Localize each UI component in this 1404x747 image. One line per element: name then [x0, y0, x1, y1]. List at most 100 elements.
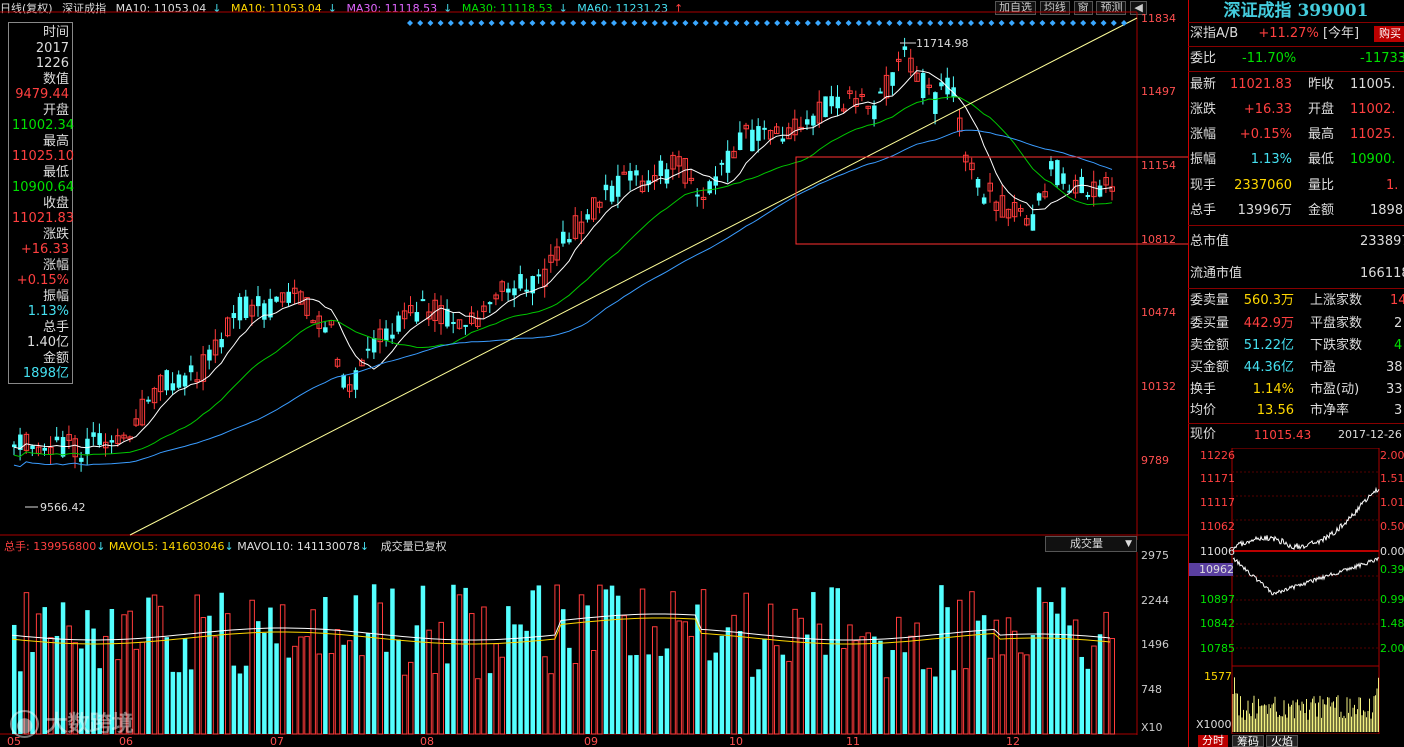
indicator-select[interactable]: 成交量 ▼ — [1045, 536, 1137, 552]
intraday-pct-tick: 0.50 — [1380, 520, 1404, 533]
event-marker-icon — [631, 20, 638, 26]
volume-bar — [1109, 638, 1115, 735]
event-marker-icon — [1049, 20, 1056, 26]
volume-bar — [12, 624, 17, 734]
volume-bar — [926, 667, 932, 735]
change-row: 涨跌 +16.33 开盘 11002. — [1190, 99, 1404, 121]
sellvol-value: 560.3万 — [1243, 293, 1294, 308]
fcap-value: 166118 — [1360, 266, 1404, 281]
volume-bar — [377, 602, 383, 735]
candle-body — [774, 126, 780, 135]
event-marker-icon — [886, 20, 893, 26]
flat-label: 平盘家数 — [1310, 316, 1363, 331]
tab-flame[interactable]: 火焰 — [1266, 735, 1298, 747]
volume-bar — [23, 592, 30, 735]
top-buttons: 加自选 均线 窗 预测 ◀ — [995, 0, 1147, 15]
event-marker-icon — [774, 20, 781, 26]
event-marker-icon — [1121, 20, 1127, 26]
event-marker-icon — [447, 20, 454, 26]
candle-body — [719, 162, 725, 165]
tab-chips[interactable]: 筹码 — [1232, 735, 1264, 747]
sellamt-row: 卖金额 51.22亿 下跌家数 4 — [1190, 335, 1404, 357]
candle-body — [493, 294, 499, 300]
candle-body — [298, 291, 304, 305]
candle-body — [762, 127, 767, 130]
candle-body — [1049, 161, 1054, 170]
volume-bar — [762, 638, 767, 734]
candle-body — [1042, 191, 1048, 198]
volume-bar — [1049, 602, 1054, 734]
volume-bar — [170, 671, 176, 734]
price-tick: 9789 — [1141, 454, 1169, 467]
candle-body — [792, 118, 798, 136]
volume-bar — [401, 674, 408, 735]
latest-row: 最新 11021.83 昨收 11005. — [1190, 74, 1404, 96]
price-tick: 10474 — [1141, 306, 1176, 319]
ratio-label: 量比 — [1308, 178, 1335, 193]
tab-timeshare[interactable]: 分时 — [1198, 735, 1228, 747]
candle-body — [829, 96, 834, 107]
volume-bar — [524, 630, 529, 734]
candle-body — [628, 170, 633, 181]
nav-left-button[interactable]: ◀ — [1130, 1, 1147, 15]
close-label: 收盘 — [42, 195, 69, 211]
volume-bar — [536, 585, 542, 734]
candle-body — [530, 276, 535, 294]
candle-body — [334, 358, 341, 367]
volume-bar — [567, 647, 572, 734]
volume-bar — [975, 620, 981, 734]
ped-value: 33 — [1386, 382, 1403, 397]
event-marker-icon — [1070, 20, 1076, 26]
pb-value: 3 — [1394, 403, 1403, 418]
volume-bar — [451, 584, 456, 734]
candle-body — [805, 119, 810, 125]
weibi-value: -11.70% — [1242, 51, 1297, 66]
high-value: 11025.10 — [12, 149, 75, 164]
intraday-volume-chart[interactable] — [1188, 666, 1404, 734]
candle-body — [688, 177, 695, 181]
intraday-chart[interactable] — [1188, 448, 1404, 666]
candle-body — [176, 374, 182, 388]
candle-body — [999, 195, 1006, 218]
volume-total: 总手: 139956800 — [4, 540, 97, 553]
event-marker-icon — [906, 20, 913, 26]
volume-bar — [420, 585, 426, 734]
candle-body — [847, 90, 853, 95]
volume-note: 成交量已复权 — [380, 540, 447, 553]
amp-label: 振幅 — [42, 288, 69, 304]
candle-body — [1055, 160, 1060, 186]
volume-bar — [664, 648, 670, 734]
candle-body — [85, 438, 90, 455]
candle-body — [274, 296, 279, 302]
event-marker-icon — [1008, 20, 1015, 26]
volume-bar — [908, 635, 914, 735]
candle-body — [676, 156, 682, 167]
candle-body — [878, 91, 883, 94]
event-marker-icon — [611, 20, 617, 26]
candle-body — [646, 180, 651, 185]
candle-body — [561, 231, 566, 244]
candle-body — [975, 178, 981, 188]
change-value: +16.33 — [20, 242, 69, 257]
candle-body — [109, 440, 115, 443]
event-marker-icon — [498, 20, 505, 26]
volume-bar — [780, 654, 786, 734]
volume-chart[interactable] — [0, 552, 1188, 735]
candlestick-chart[interactable] — [0, 0, 1188, 540]
volume-bar — [767, 603, 774, 735]
buy-button[interactable]: 购买 — [1374, 26, 1404, 42]
candle-body — [487, 302, 493, 305]
intraday-avg-line — [1232, 557, 1380, 596]
volume-bar — [969, 591, 975, 735]
volume-bar — [426, 629, 432, 735]
ab-label: 深指A/B — [1190, 26, 1239, 41]
volume-bar — [85, 610, 90, 734]
tot-value: 13996万 — [1237, 203, 1292, 218]
candle-body — [865, 105, 871, 109]
open-value: 11002.34 — [12, 118, 75, 133]
amt-label: 金额 — [42, 350, 69, 366]
event-marker-icon — [427, 20, 434, 26]
intraday-frame — [1231, 448, 1380, 666]
event-marker-icon — [957, 20, 964, 26]
volume-bar — [688, 635, 695, 735]
